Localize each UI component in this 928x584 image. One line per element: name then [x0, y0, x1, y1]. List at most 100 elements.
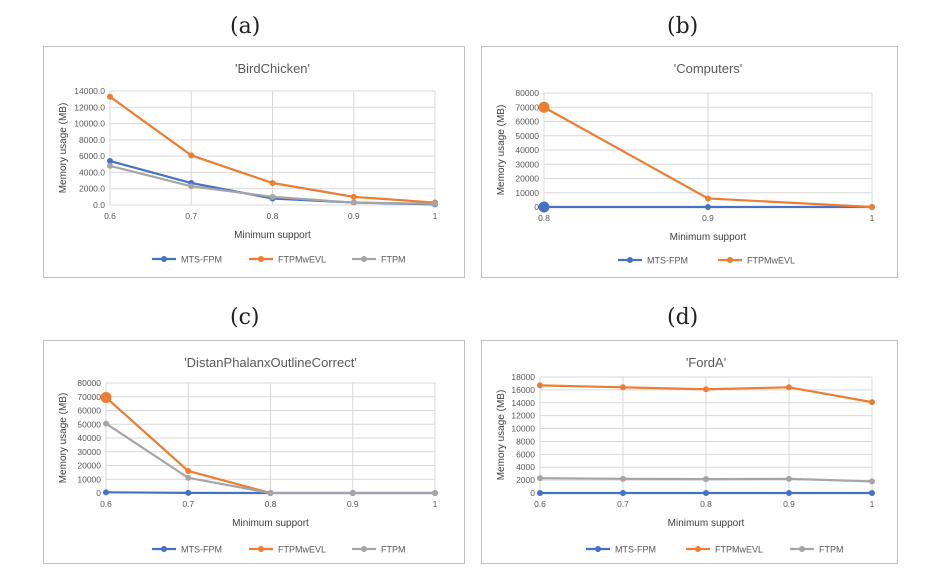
y-tick-label: 80000 [77, 378, 101, 388]
legend-label: FTPMwEVL [715, 545, 763, 555]
panel-label-b: (b) [667, 14, 698, 39]
data-point [537, 475, 543, 481]
y-tick-label: 10000 [511, 424, 535, 434]
legend-marker [799, 546, 805, 552]
chart-computers: 'Computers' 0 10000 20000 30000 40000 50000 600… [481, 46, 898, 278]
y-tick-label: 70000 [515, 102, 539, 112]
legend-marker [361, 256, 367, 262]
chart-forda: 'FordA' 0 2000 4000 6000 8000 10000 12000 14000 1… [481, 340, 898, 564]
y-tick-label: 4000.0 [79, 167, 105, 177]
chart-svg: 'DistanPhalanxOutlineCorrect' 0 10000 20000… [44, 341, 466, 565]
y-tick-label: 80000 [515, 88, 539, 98]
legend-marker [361, 546, 367, 552]
data-point [620, 490, 626, 496]
x-tick-label: 1 [433, 499, 438, 509]
data-point [268, 490, 274, 496]
y-tick-label: 8000.0 [79, 135, 105, 145]
x-tick-label: 0.7 [182, 499, 194, 509]
y-tick-label: 50000 [77, 419, 101, 429]
data-point [107, 94, 113, 100]
chart-title: 'BirdChicken' [235, 61, 310, 76]
x-axis-label: Minimum support [234, 230, 311, 241]
data-point [786, 490, 792, 496]
y-tick-label: 10000 [77, 474, 101, 484]
legend-label: FTPMwEVL [278, 255, 326, 265]
y-tick-label: 30000 [77, 447, 101, 457]
legend-label: FTPMwEVL [747, 256, 795, 266]
y-tick-label: 14000.0 [74, 86, 105, 96]
chart-title: 'Computers' [674, 61, 743, 76]
x-tick-label: 0.7 [617, 499, 629, 509]
y-tick-label: 2000 [516, 475, 535, 485]
data-point [188, 152, 194, 158]
y-tick-label: 14000 [511, 398, 535, 408]
legend-label: FTPM [381, 255, 406, 265]
x-tick-label: 0.8 [265, 499, 277, 509]
data-point [270, 180, 276, 186]
data-point [107, 163, 113, 169]
legend-label: FTPM [819, 545, 844, 555]
y-tick-label: 40000 [515, 145, 539, 155]
data-point [185, 475, 191, 481]
y-tick-label: 6000 [516, 449, 535, 459]
y-tick-label: 16000 [511, 385, 535, 395]
y-tick-label: 10000 [515, 188, 539, 198]
y-tick-label: 20000 [77, 461, 101, 471]
y-tick-label: 0 [96, 488, 101, 498]
data-point [185, 468, 191, 474]
y-axis-label: Memory usage (MB) [58, 393, 69, 484]
legend-marker [161, 546, 167, 552]
data-point [103, 489, 109, 495]
y-tick-label: 70000 [77, 392, 101, 402]
legend-label: FTPM [381, 545, 406, 555]
x-tick-label: 1 [433, 211, 438, 221]
legend-marker [595, 546, 601, 552]
x-tick-label: 0.9 [348, 211, 360, 221]
data-point [351, 200, 357, 206]
legend-marker [161, 256, 167, 262]
y-tick-label: 40000 [77, 433, 101, 443]
chart-svg: 'Computers' 0 10000 20000 30000 40000 50000 600… [482, 47, 899, 279]
data-point [869, 478, 875, 484]
data-point [703, 490, 709, 496]
data-point [786, 384, 792, 390]
x-tick-label: 0.9 [783, 499, 795, 509]
data-point [786, 476, 792, 482]
legend-marker [258, 546, 264, 552]
x-tick-label: 0.8 [267, 211, 279, 221]
y-tick-label: 6000.0 [79, 151, 105, 161]
chart-birdchicken: 'BirdChicken' 0.0 2000.0 4000.0 6000.0 8000.0… [43, 46, 465, 278]
data-point [705, 195, 711, 201]
y-axis-label: Memory usage (MB) [496, 105, 507, 196]
x-axis-label: Minimum support [670, 232, 747, 243]
chart-svg: 'BirdChicken' 0.0 2000.0 4000.0 6000.0 8000.0… [44, 47, 466, 279]
data-point [703, 476, 709, 482]
data-point [869, 399, 875, 405]
panel-label-d: (d) [667, 305, 698, 330]
x-tick-label: 1 [870, 499, 875, 509]
x-tick-label: 0.7 [185, 211, 197, 221]
y-tick-label: 12000.0 [74, 102, 105, 112]
data-point [539, 202, 550, 213]
data-point [539, 102, 550, 113]
data-point [185, 490, 191, 496]
chart-svg: 'FordA'020004000600080001000012000140001… [482, 341, 899, 565]
legend-label: MTS-FPM [181, 255, 222, 265]
y-tick-label: 50000 [515, 131, 539, 141]
data-point [351, 194, 357, 200]
x-tick-label: 0.9 [347, 499, 359, 509]
x-tick-label: 0.6 [100, 499, 112, 509]
data-point [537, 382, 543, 388]
data-point [869, 204, 875, 210]
y-tick-label: 10000.0 [74, 119, 105, 129]
y-tick-label: 0.0 [93, 200, 105, 210]
panel-label-c: (c) [230, 305, 260, 330]
y-tick-label: 2000.0 [79, 184, 105, 194]
y-tick-label: 4000 [516, 462, 535, 472]
data-point [101, 392, 112, 403]
y-tick-label: 60000 [77, 406, 101, 416]
chart-title: 'FordA' [686, 355, 726, 370]
y-tick-label: 18000 [511, 372, 535, 382]
y-axis-label: Memory usage (MB) [58, 103, 69, 194]
y-tick-label: 20000 [515, 174, 539, 184]
